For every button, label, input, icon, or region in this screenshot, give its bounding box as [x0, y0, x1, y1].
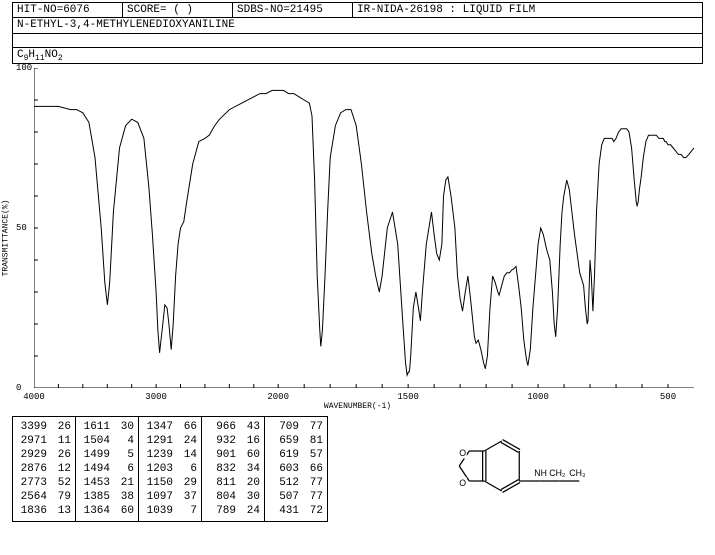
peak-entry: 297111 [17, 434, 71, 448]
molecular-structure: O O NHCH₂ CH₃ [348, 416, 703, 516]
ir-spectrum-chart: TRANSMITTANCE(%) WAVENUMBER(-1) 40003000… [12, 68, 703, 408]
svg-text:CH₃: CH₃ [569, 468, 586, 478]
y-tick-label: 100 [16, 63, 32, 73]
peak-entry: 161130 [80, 420, 134, 434]
x-tick-label: 3000 [145, 392, 167, 402]
peak-entry: 14946 [80, 462, 134, 476]
peak-entry: 80430 [206, 490, 260, 504]
svg-text:O: O [459, 478, 466, 488]
peak-entry: 96643 [206, 420, 260, 434]
peak-entry: 277352 [17, 476, 71, 490]
peak-entry: 93216 [206, 434, 260, 448]
spectrum-svg [34, 68, 694, 388]
peak-entry: 123914 [143, 448, 197, 462]
peak-entry: 90160 [206, 448, 260, 462]
peak-entry: 10397 [143, 504, 197, 518]
peak-entry: 115029 [143, 476, 197, 490]
x-tick-label: 1500 [397, 392, 419, 402]
peak-entry: 65981 [269, 434, 323, 448]
ir-info-cell: IR-NIDA-26198 : LIQUID FILM [353, 3, 702, 17]
peak-entry: 43172 [269, 504, 323, 518]
peak-entry: 136460 [80, 504, 134, 518]
bottom-section: 3399262971112929262876122773522564791836… [12, 416, 703, 522]
hit-no-cell: HIT-NO=6076 [13, 3, 123, 17]
peak-column: 70977659816195760366512775077743172 [265, 417, 327, 521]
peak-entry: 145321 [80, 476, 134, 490]
score-cell: SCORE= ( ) [123, 3, 233, 17]
x-tick-label: 4000 [23, 392, 45, 402]
peak-entry: 134766 [143, 420, 197, 434]
peak-table: 3399262971112929262876122773522564791836… [12, 416, 328, 522]
peak-column: 3399262971112929262876122773522564791836… [13, 417, 76, 521]
peak-column: 1347661291241239141203611502910973710397 [139, 417, 202, 521]
peak-entry: 109737 [143, 490, 197, 504]
peak-column: 161130150441499514946145321138538136460 [76, 417, 139, 521]
peak-entry: 12036 [143, 462, 197, 476]
x-tick-label: 2000 [267, 392, 289, 402]
peak-entry: 256479 [17, 490, 71, 504]
peak-entry: 70977 [269, 420, 323, 434]
molecular-formula: C9H11NO2 [12, 48, 703, 64]
y-tick-label: 0 [16, 383, 21, 393]
y-axis-label: TRANSMITTANCE(%) [2, 200, 11, 277]
peak-column: 96643932169016083234811208043078924 [202, 417, 265, 521]
peak-entry: 51277 [269, 476, 323, 490]
peak-entry: 81120 [206, 476, 260, 490]
peak-entry: 61957 [269, 448, 323, 462]
svg-text:O: O [459, 448, 466, 458]
peak-entry: 60366 [269, 462, 323, 476]
peak-entry: 50777 [269, 490, 323, 504]
y-tick-label: 50 [16, 223, 27, 233]
peak-entry: 183613 [17, 504, 71, 518]
x-tick-label: 1000 [527, 392, 549, 402]
svg-text:CH₂: CH₂ [549, 468, 565, 478]
peak-entry: 78924 [206, 504, 260, 518]
svg-text:NH: NH [534, 468, 547, 478]
peak-entry: 339926 [17, 420, 71, 434]
peak-entry: 292926 [17, 448, 71, 462]
x-axis-label: WAVENUMBER(-1) [324, 402, 391, 411]
peak-entry: 15044 [80, 434, 134, 448]
sdbs-no-cell: SDBS-NO=21495 [233, 3, 353, 17]
header-row: HIT-NO=6076 SCORE= ( ) SDBS-NO=21495 IR-… [12, 2, 703, 18]
peak-entry: 287612 [17, 462, 71, 476]
peak-entry: 14995 [80, 448, 134, 462]
peak-entry: 129124 [143, 434, 197, 448]
peak-entry: 138538 [80, 490, 134, 504]
blank-row [12, 34, 703, 48]
x-tick-label: 500 [660, 392, 676, 402]
peak-entry: 83234 [206, 462, 260, 476]
compound-name: N-ETHYL-3,4-METHYLENEDIOXYANILINE [12, 18, 703, 34]
